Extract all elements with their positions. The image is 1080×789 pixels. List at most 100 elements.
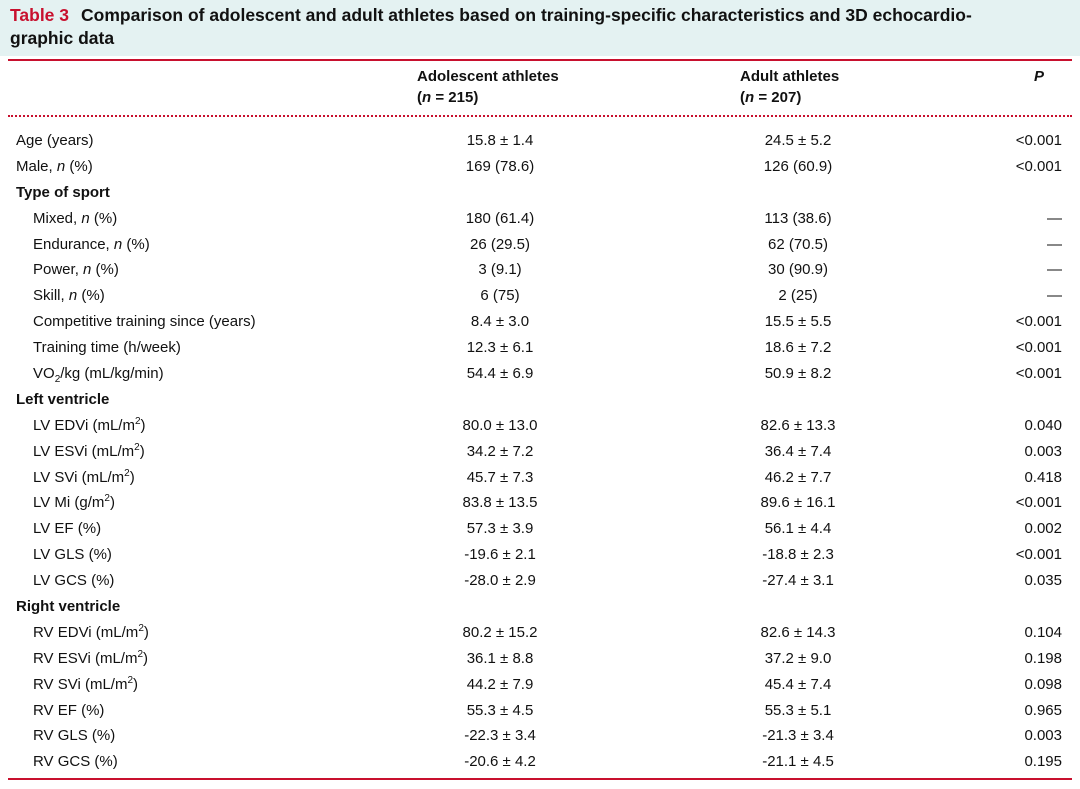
caption-title-line1: Comparison of adolescent and adult athle… — [81, 5, 972, 25]
header-adolescent-n: 215 — [448, 89, 474, 106]
row-label: RV GCS (%) — [33, 749, 118, 775]
row-label-italic: n — [56, 157, 66, 175]
adolescent-value: 80.0 ± 13.0 — [462, 416, 538, 434]
header-n-symbol: n — [422, 89, 432, 106]
section-heading-row: Left ventricle — [0, 387, 1080, 413]
p-value: <0.001 — [1015, 157, 1062, 175]
p-value: <0.001 — [1015, 546, 1062, 564]
p-value: 0.198 — [1024, 649, 1062, 667]
row-label: Male, n (%) — [16, 154, 93, 180]
adult-value: 24.5 ± 5.2 — [764, 132, 832, 149]
adult-value: 89.6 ± 16.1 — [760, 494, 836, 512]
header-adult: Adult athletes (n = 207) — [740, 68, 840, 106]
table-row: Male, n (%) 169 (78.6) 126 (60.9) <0.001 — [0, 154, 1080, 180]
row-label-text: (%) — [91, 261, 119, 279]
row-label: LV GCS (%) — [33, 568, 114, 594]
row-label-text: Power, — [33, 261, 84, 279]
row-label-text: Endurance, — [33, 235, 114, 253]
table-row: LV ESVi (mL/m2) 34.2 ± 7.2 36.4 ± 7.4 0.003 — [0, 439, 1080, 465]
table-row: RV EDVi (mL/m2) 80.2 ± 15.2 82.6 ± 14.3 0.1… — [0, 620, 1080, 646]
section-heading: Type of sport — [16, 180, 110, 206]
table-row: LV SVi (mL/m2) 45.7 ± 7.3 46.2 ± 7.7 0.418 — [0, 465, 1080, 491]
p-value: — — [1047, 261, 1062, 279]
row-label: RV EDVi (mL/m2) — [33, 620, 149, 646]
row-label: Age (years) — [16, 128, 94, 154]
table-row: LV GLS (%) -19.6 ± 2.1 -18.8 ± 2.3 <0.001 — [0, 542, 1080, 568]
row-label-text: ) — [140, 416, 146, 434]
adult-value: 82.6 ± 13.3 — [760, 416, 836, 434]
p-value: — — [1047, 209, 1062, 227]
row-label-superscript: 2 — [104, 493, 110, 505]
header-n-symbol: n — [745, 89, 755, 106]
row-label: LV ESVi (mL/m2) — [33, 439, 145, 465]
row-label-text: Male, — [16, 157, 57, 175]
adolescent-value: 80.2 ± 15.2 — [462, 623, 538, 641]
adolescent-value: -28.0 ± 2.9 — [464, 572, 536, 590]
section-heading: Right ventricle — [16, 594, 120, 620]
adolescent-value: 57.3 ± 3.9 — [466, 520, 534, 538]
row-label: LV EF (%) — [33, 516, 101, 542]
row-label-italic: n — [113, 235, 123, 253]
adult-value: 2 (25) — [778, 287, 818, 305]
row-label-text: RV EF (%) — [33, 701, 105, 719]
adult-value: 15.5 ± 5.5 — [764, 313, 832, 331]
row-label-text: LV Mi (g/m — [33, 494, 105, 512]
row-label: LV SVi (mL/m2) — [33, 465, 135, 491]
table-number: Table 3 — [10, 5, 70, 25]
adult-value: 56.1 ± 4.4 — [764, 520, 832, 538]
adolescent-value: 26 (29.5) — [469, 235, 531, 253]
adult-value: 45.4 ± 7.4 — [764, 675, 832, 693]
row-label: Mixed, n (%) — [33, 206, 117, 232]
adolescent-value: 8.4 ± 3.0 — [470, 313, 530, 331]
adolescent-value: 3 (9.1) — [478, 261, 522, 279]
adult-value: 50.9 ± 8.2 — [764, 365, 832, 383]
caption-title-line2: graphic data — [10, 28, 115, 48]
row-label: RV GLS (%) — [33, 723, 115, 749]
row-label-superscript: 2 — [134, 415, 141, 427]
row-label-superscript: 2 — [138, 622, 144, 634]
table-row: VO2/kg (mL/kg/min) 54.4 ± 6.9 50.9 ± 8.2 <0… — [0, 361, 1080, 387]
table-row: Competitive training since (years) 8.4 ± … — [0, 309, 1080, 335]
row-label-text: Training time (h/week) — [33, 339, 181, 357]
row-label: RV ESVi (mL/m2) — [33, 646, 148, 672]
row-label-text: VO — [33, 365, 55, 383]
adult-value: -21.1 ± 4.5 — [762, 753, 834, 771]
row-label-text: ) — [143, 623, 149, 641]
row-label-text: RV ESVi (mL/m — [33, 649, 138, 667]
row-label-superscript: 2 — [127, 674, 134, 686]
p-value: 0.002 — [1024, 520, 1062, 538]
header-adolescent: Adolescent athletes (n = 215) — [417, 68, 559, 106]
row-label-text: Age (years) — [16, 132, 94, 149]
table-row: RV ESVi (mL/m2) 36.1 ± 8.8 37.2 ± 9.0 0.198 — [0, 646, 1080, 672]
adult-value: 82.6 ± 14.3 — [760, 623, 836, 641]
table-row: RV SVi (mL/m2) 44.2 ± 7.9 45.4 ± 7.4 0.098 — [0, 672, 1080, 698]
table-row: Skill, n (%) 6 (75) 2 (25) — — [0, 283, 1080, 309]
row-label-text: LV SVi (mL/m — [33, 468, 125, 486]
p-value: 0.003 — [1024, 442, 1062, 460]
row-label: Competitive training since (years) — [33, 309, 256, 335]
adult-value: -27.4 ± 3.1 — [762, 572, 834, 590]
section-heading-row: Right ventricle — [0, 594, 1080, 620]
adolescent-value: -22.3 ± 3.4 — [464, 727, 536, 745]
adolescent-value: -19.6 ± 2.1 — [464, 546, 536, 564]
row-label-text: ) — [129, 468, 135, 486]
row-label-text: LV EDVi (mL/m — [33, 416, 135, 434]
row-label: Power, n (%) — [33, 257, 119, 283]
p-value: — — [1047, 287, 1062, 305]
table-row: RV EF (%) 55.3 ± 4.5 55.3 ± 5.1 0.965 — [0, 698, 1080, 724]
table-row: RV GLS (%) -22.3 ± 3.4 -21.3 ± 3.4 0.003 — [0, 723, 1080, 749]
adolescent-value: 54.4 ± 6.9 — [466, 365, 534, 383]
row-label-text: RV EDVi (mL/m — [33, 623, 139, 641]
table-row: Age (years) 15.8 ± 1.4 24.5 ± 5.2 <0.001 — [0, 128, 1080, 154]
row-label: RV EF (%) — [33, 698, 104, 724]
table-row: Power, n (%) 3 (9.1) 30 (90.9) — — [0, 257, 1080, 283]
row-label-text: Skill, — [33, 287, 69, 305]
adolescent-value: 83.8 ± 13.5 — [462, 494, 538, 512]
row-label-text: Left ventricle — [16, 390, 110, 408]
table-row: Training time (h/week) 12.3 ± 6.1 18.6 ± 7… — [0, 335, 1080, 361]
table-row: Mixed, n (%) 180 (61.4) 113 (38.6) — — [0, 206, 1080, 232]
p-value: — — [1047, 235, 1062, 253]
p-value: <0.001 — [1015, 494, 1062, 512]
p-value: <0.001 — [1015, 365, 1062, 383]
row-label: LV EDVi (mL/m2) — [33, 413, 146, 439]
